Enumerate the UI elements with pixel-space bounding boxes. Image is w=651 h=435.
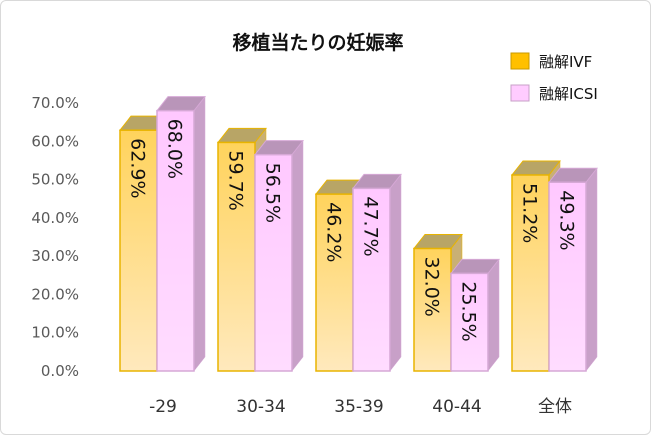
bar	[352, 187, 391, 372]
x-tick-label: 全体	[538, 397, 572, 417]
bar	[548, 181, 587, 372]
data-label: 49.3%	[556, 190, 578, 250]
legend: 融解IVF 融解ICSI	[510, 52, 598, 103]
bar-side	[487, 258, 500, 372]
bar-side	[291, 139, 304, 372]
bar-group: 49.3%	[547, 167, 599, 372]
legend-label-icsi: 融解ICSI	[539, 85, 598, 103]
y-axis-ticks: 0.0% 10.0% 20.0% 30.0% 40.0% 50.0% 60.0% 70.0%	[31, 94, 79, 380]
bars: 62.9% 68.0% 59.7% 56.5% 46.2% 47.7% 32.0% 25.5%…	[118, 95, 599, 372]
y-tick-label: 10.0%	[31, 324, 79, 342]
y-tick-label: 70.0%	[31, 94, 79, 112]
x-axis-ticks: -29 30-34 35-39 40-44 全体	[149, 397, 572, 417]
data-label: 47.7%	[360, 196, 382, 256]
bar-group: 56.5%	[253, 139, 305, 372]
bar	[254, 153, 293, 372]
data-label: 32.0%	[421, 256, 443, 316]
bar-group: 68.0%	[155, 95, 207, 372]
data-label: 25.5%	[458, 281, 480, 341]
bar-group: 25.5%	[449, 258, 501, 372]
bar-group: 59.7%	[216, 127, 268, 372]
bar	[217, 141, 256, 372]
bar-side	[193, 95, 206, 372]
bar-side	[585, 167, 598, 372]
y-tick-label: 20.0%	[31, 285, 79, 303]
bar	[450, 272, 489, 372]
bar-group: 47.7%	[351, 173, 403, 372]
y-tick-label: 0.0%	[41, 362, 79, 380]
bar	[511, 174, 550, 372]
data-label: 56.5%	[262, 163, 284, 223]
legend-swatch-ivf	[510, 52, 530, 70]
data-label: 68.0%	[164, 119, 186, 179]
y-tick-label: 30.0%	[31, 247, 79, 265]
legend-swatch-icsi	[510, 84, 530, 102]
chart-title: 移植当たりの妊娠率	[232, 31, 403, 54]
bar	[315, 193, 354, 372]
y-tick-label: 60.0%	[31, 132, 79, 150]
bar-side	[389, 173, 402, 372]
bar	[119, 129, 158, 372]
x-tick-label: 40-44	[432, 397, 481, 417]
y-tick-label: 50.0%	[31, 171, 79, 189]
x-tick-label: 35-39	[334, 397, 383, 417]
bar	[156, 109, 195, 372]
bar	[413, 247, 452, 372]
y-tick-label: 40.0%	[31, 209, 79, 227]
data-label: 51.2%	[519, 183, 541, 243]
data-label: 59.7%	[225, 150, 247, 210]
data-label: 62.9%	[127, 138, 149, 198]
x-tick-label: 30-34	[236, 397, 285, 417]
x-tick-label: -29	[149, 397, 177, 417]
data-label: 46.2%	[323, 202, 345, 262]
legend-label-ivf: 融解IVF	[539, 53, 592, 71]
